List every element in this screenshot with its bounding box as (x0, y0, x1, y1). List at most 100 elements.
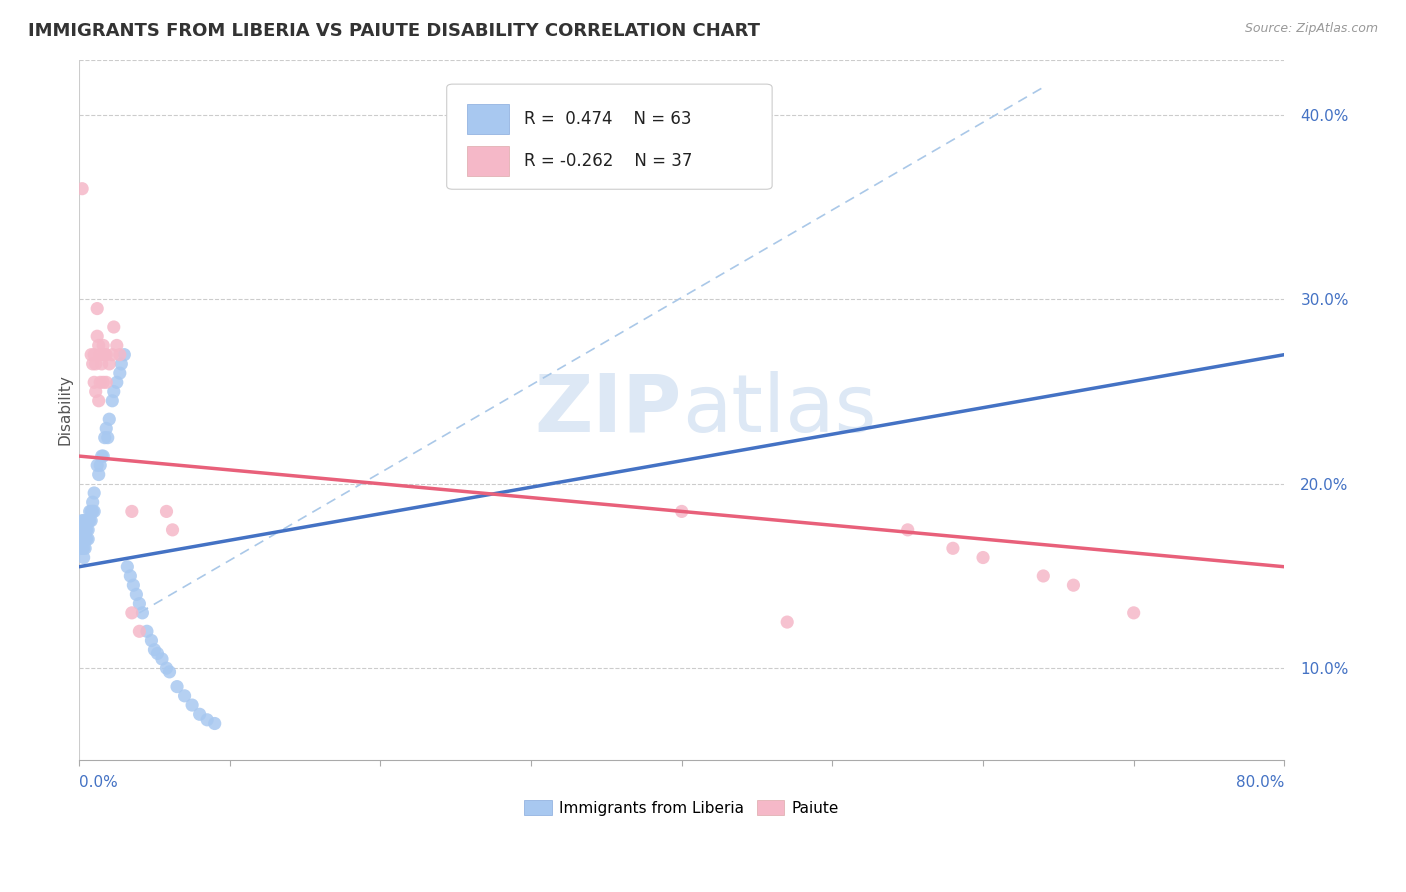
Point (76, 523, 98, 537)
Point (69, 532, 91, 546)
Point (70, 182, 93, 196)
Point (125, 587, 148, 601)
Point (76, 532, 98, 546)
Point (103, 320, 125, 334)
Point (69, 541, 91, 556)
Point (155, 504, 177, 518)
Point (150, 652, 173, 666)
Point (96, 421, 118, 435)
Point (188, 707, 211, 722)
FancyBboxPatch shape (467, 104, 509, 134)
Point (70, 523, 93, 537)
Point (1122, 606, 1144, 620)
Point (162, 523, 184, 537)
Point (120, 569, 142, 583)
Point (181, 698, 204, 712)
Point (166, 680, 188, 694)
Point (91, 376, 114, 390)
Point (86, 458, 108, 473)
Point (87, 338, 110, 352)
Point (121, 606, 143, 620)
Point (121, 504, 143, 518)
Point (69, 523, 91, 537)
Text: R =  0.474    N = 63: R = 0.474 N = 63 (524, 110, 692, 128)
Point (90, 449, 112, 463)
Point (96, 376, 118, 390)
Point (776, 615, 799, 629)
Point (195, 713, 218, 727)
Point (117, 559, 139, 574)
Point (101, 348, 124, 362)
Point (972, 550, 994, 565)
Point (84, 357, 107, 371)
Point (97, 431, 120, 445)
Point (72, 523, 94, 537)
Point (75, 541, 97, 556)
Point (86, 301, 108, 316)
Point (82, 504, 104, 518)
Point (83, 376, 105, 390)
Point (87, 467, 110, 482)
Point (112, 348, 135, 362)
Point (204, 716, 226, 731)
Point (93, 431, 115, 445)
Legend: Immigrants from Liberia, Paiute: Immigrants from Liberia, Paiute (524, 800, 839, 816)
FancyBboxPatch shape (447, 84, 772, 189)
Point (72, 550, 94, 565)
Text: ZIP: ZIP (534, 371, 682, 449)
Point (70, 541, 93, 556)
Point (96, 348, 118, 362)
Text: 80.0%: 80.0% (1236, 775, 1284, 790)
Point (103, 384, 125, 399)
Point (77, 514, 100, 528)
Point (87, 393, 110, 408)
Point (80, 514, 103, 528)
Point (143, 642, 166, 657)
Text: R = -0.262    N = 37: R = -0.262 N = 37 (524, 153, 692, 170)
Text: IMMIGRANTS FROM LIBERIA VS PAIUTE DISABILITY CORRELATION CHART: IMMIGRANTS FROM LIBERIA VS PAIUTE DISABI… (28, 22, 761, 40)
Point (89, 376, 111, 390)
Point (93, 348, 115, 362)
Point (80, 348, 103, 362)
Point (77, 523, 100, 537)
Point (105, 338, 128, 352)
Point (122, 578, 145, 592)
Point (79, 514, 101, 528)
Point (128, 624, 150, 639)
Point (75, 523, 97, 537)
Point (101, 393, 124, 408)
Point (70, 514, 93, 528)
Point (108, 348, 131, 362)
Point (1062, 578, 1084, 592)
Point (98, 412, 121, 426)
Point (98, 357, 121, 371)
Text: 0.0%: 0.0% (79, 775, 118, 790)
Point (89, 458, 111, 473)
Point (86, 329, 108, 343)
Point (1032, 569, 1054, 583)
Point (83, 504, 105, 518)
Point (155, 661, 177, 675)
Point (942, 541, 965, 556)
Point (80, 504, 103, 518)
FancyBboxPatch shape (467, 146, 509, 176)
Point (91, 449, 114, 463)
Point (110, 357, 132, 371)
Point (90, 357, 112, 371)
Point (146, 647, 169, 661)
Point (83, 348, 105, 362)
Point (671, 504, 693, 518)
Point (83, 486, 105, 500)
Point (135, 624, 157, 639)
Point (89, 348, 111, 362)
Point (79, 504, 101, 518)
Point (128, 597, 150, 611)
Text: atlas: atlas (682, 371, 876, 449)
Point (108, 366, 131, 380)
Point (141, 633, 163, 648)
Point (72, 514, 94, 528)
Y-axis label: Disability: Disability (58, 375, 72, 445)
Point (75, 532, 97, 546)
Point (84, 384, 107, 399)
Point (82, 495, 104, 509)
